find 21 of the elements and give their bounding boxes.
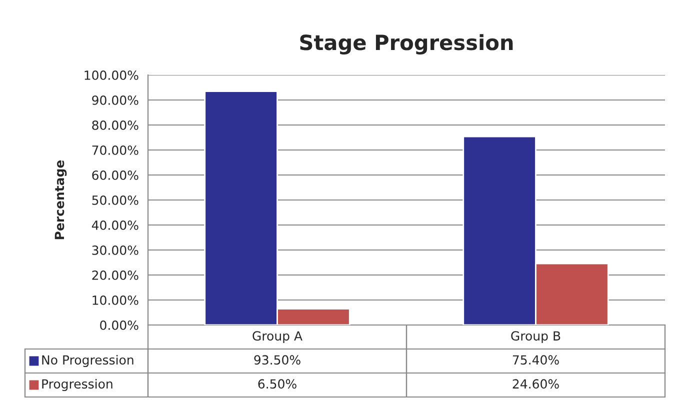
y-tick-label: 70.00% — [92, 145, 138, 155]
x-tick-label: Group A — [252, 331, 302, 344]
data-label: 6.50% — [258, 379, 296, 389]
y-tick-label: 10.00% — [92, 295, 138, 305]
y-tick-label: 100.00% — [84, 70, 138, 80]
y-axis-title: Percentage — [54, 160, 67, 240]
chart-title: Stage Progression — [300, 34, 513, 54]
y-tick-label: 80.00% — [92, 120, 138, 130]
y-tick-label: 40.00% — [92, 220, 138, 230]
data-label: 93.50% — [254, 355, 300, 365]
y-tick-label: 50.00% — [92, 195, 138, 205]
data-label: 75.40% — [512, 355, 559, 365]
y-tick-label: 20.00% — [92, 270, 138, 280]
y-tick-label: 90.00% — [92, 95, 138, 105]
y-tick-label: 30.00% — [92, 245, 138, 255]
y-tick-label: 0.00% — [100, 320, 138, 330]
legend-label: Progression — [42, 378, 112, 392]
data-label: 24.60% — [512, 379, 559, 389]
x-tick-label: Group B — [511, 331, 560, 344]
y-tick-label: 60.00% — [92, 170, 138, 180]
legend-label: No Progression — [42, 354, 134, 368]
